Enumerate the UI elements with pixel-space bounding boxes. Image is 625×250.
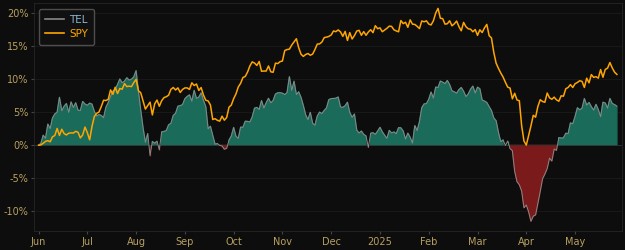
Legend: TEL, SPY: TEL, SPY — [39, 9, 94, 45]
